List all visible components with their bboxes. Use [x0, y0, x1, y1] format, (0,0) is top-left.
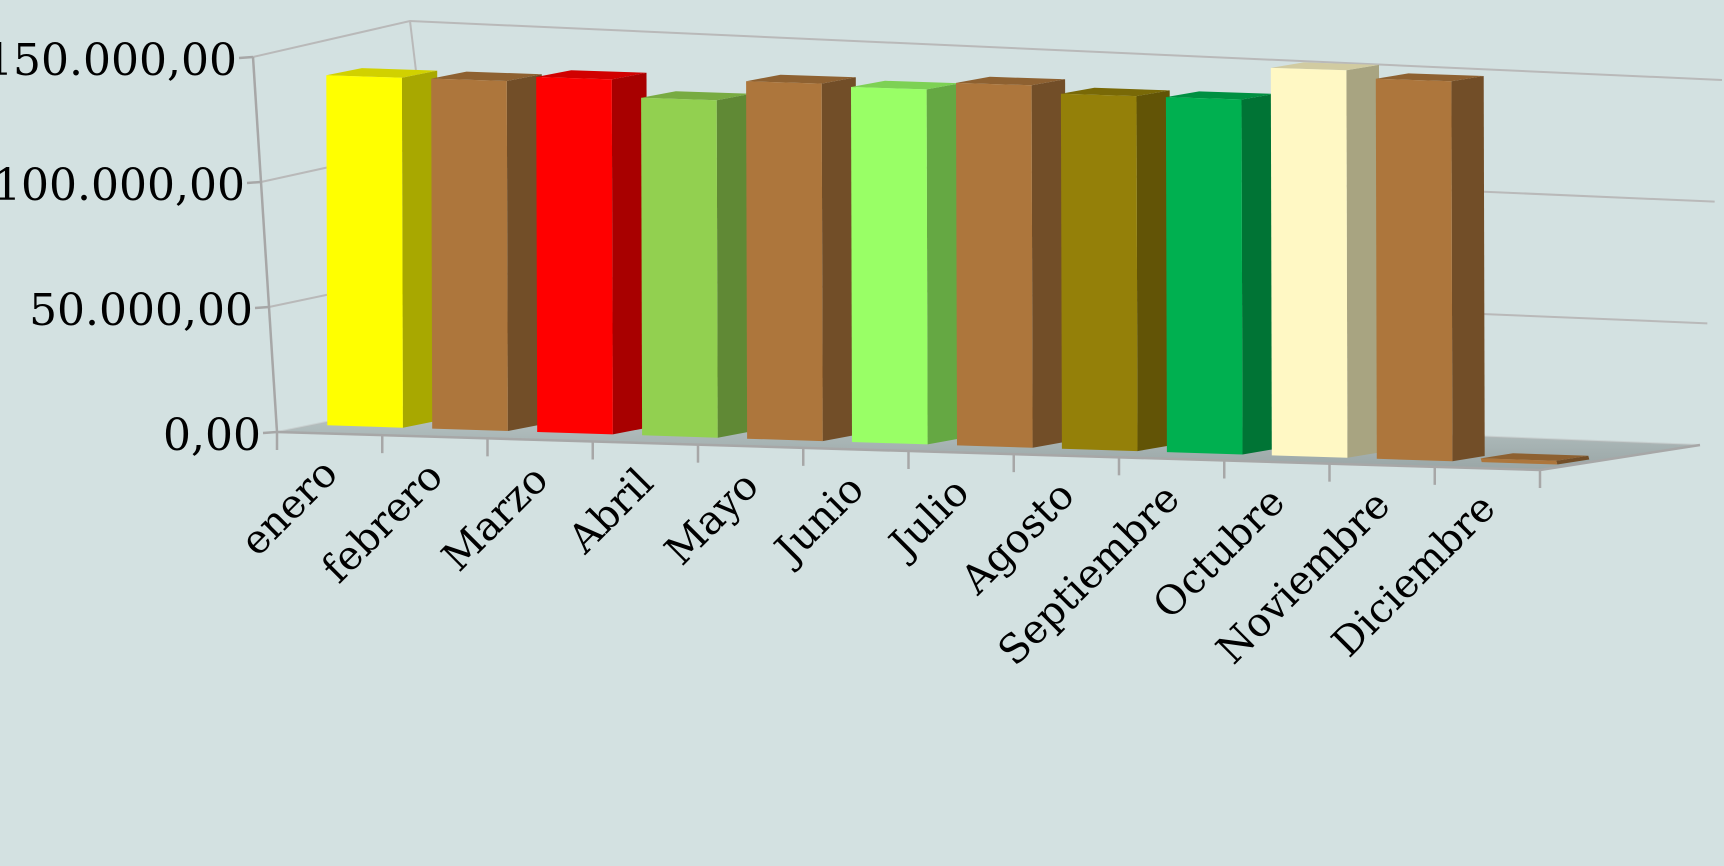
bar — [1480, 453, 1590, 465]
bar-top-face — [326, 68, 438, 78]
bar — [1165, 91, 1276, 455]
bar — [536, 70, 648, 435]
chart-bars — [326, 62, 1590, 465]
bar — [851, 80, 962, 445]
bar-top-face — [1375, 73, 1484, 82]
bar-front-face — [956, 82, 1033, 448]
y-tick-mark — [254, 305, 270, 310]
bar — [1375, 73, 1485, 462]
bar-front-face — [1270, 67, 1348, 458]
bar-side-face — [506, 74, 543, 431]
bar — [956, 76, 1067, 448]
y-tick-label: 100.000,00 — [0, 160, 245, 211]
bar — [641, 91, 753, 438]
bar — [1270, 62, 1380, 458]
bar-side-face — [716, 93, 753, 438]
bar-front-face — [1060, 93, 1138, 452]
x-tick-label: Julio — [878, 469, 978, 569]
bar-front-face — [536, 77, 613, 435]
bar-front-face — [641, 97, 718, 438]
bar-top-face — [1060, 87, 1170, 97]
y-axis-tick-labels: 0,00 50.000,00 100.000,00 150.000,00 — [0, 35, 261, 461]
bar-top-face — [1270, 62, 1379, 71]
y-tick-label: 150.000,00 — [0, 35, 237, 86]
x-tick-label: Junio — [764, 466, 873, 575]
bar — [431, 71, 543, 431]
bar-front-face — [431, 78, 508, 431]
y-tick-mark — [246, 180, 262, 185]
bar-top-face — [431, 71, 542, 81]
y-tick-mark — [238, 55, 254, 60]
bar-front-face — [326, 75, 403, 428]
bar-top-face — [851, 80, 961, 90]
bar-top-face — [641, 91, 752, 101]
bar-side-face — [1346, 64, 1380, 458]
bar-front-face — [1375, 78, 1453, 462]
bar-front-face — [1480, 458, 1558, 465]
bar-side-face — [1556, 455, 1590, 465]
bar-top-face — [1480, 453, 1589, 461]
floor-right-edge — [1539, 443, 1701, 472]
bar-top-face — [746, 74, 856, 84]
bar-side-face — [821, 77, 857, 442]
x-tick-label: Abril — [559, 460, 662, 563]
bar-top-face — [536, 70, 647, 80]
bar-side-face — [926, 83, 962, 445]
bar-side-face — [401, 70, 439, 428]
x-tick-label: Marzo — [433, 456, 557, 580]
bar-top-face — [1165, 91, 1275, 100]
bar — [326, 68, 439, 428]
bar-side-face — [611, 72, 648, 435]
bar-front-face — [851, 87, 928, 445]
bar — [1060, 87, 1171, 452]
gridline — [252, 19, 1723, 81]
bar-side-face — [1451, 76, 1485, 462]
bar-side-face — [1136, 90, 1171, 452]
bar — [746, 74, 857, 442]
bar-front-face — [746, 81, 823, 442]
y-tick-label: 50.000,00 — [29, 285, 253, 336]
bar-front-face — [1165, 97, 1243, 455]
y-axis-line — [251, 56, 279, 433]
bar-side-face — [1031, 79, 1067, 448]
bar-side-face — [1241, 93, 1276, 455]
y-tick-label: 0,00 — [163, 410, 261, 461]
x-tick-label: Mayo — [656, 463, 767, 574]
bar-top-face — [956, 76, 1066, 86]
y-tick-mark — [262, 430, 278, 435]
